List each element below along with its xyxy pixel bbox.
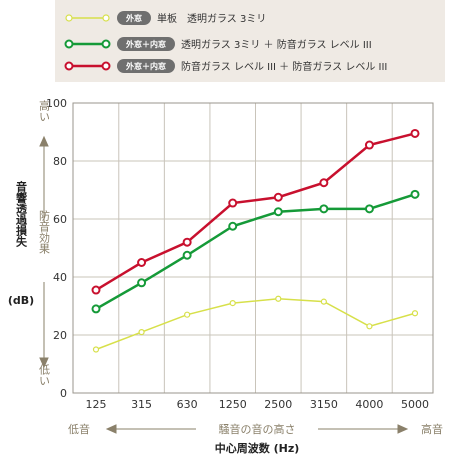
y-high-label: 高い [38, 99, 51, 122]
legend-swatch-marker [64, 39, 74, 49]
data-point [364, 204, 374, 214]
x-tick-label: 2500 [264, 398, 292, 411]
data-point [228, 198, 238, 208]
legend-label: 防音ガラス レベル III ＋ 防音ガラス レベル III [181, 60, 387, 73]
legend-swatch-marker [101, 39, 111, 49]
x-ticks: 125 315 630 1250 2500 3150 4000 5000 [86, 398, 430, 411]
series-line [95, 297, 416, 351]
data-point [182, 237, 192, 247]
x-tick-label: 630 [177, 398, 198, 411]
data-point [273, 207, 283, 217]
y-tick-label: 20 [53, 329, 67, 342]
data-point [366, 323, 373, 330]
data-point [92, 346, 100, 353]
data-point [229, 300, 236, 307]
legend-badge [117, 59, 175, 73]
data-point [411, 310, 419, 317]
x-mid-label: 騒音の音の高さ [219, 422, 296, 436]
data-point [410, 189, 420, 199]
x-tick-label: 1250 [219, 398, 247, 411]
y-tick-label: 100 [46, 97, 67, 110]
legend-badge [117, 37, 175, 51]
legend-swatch-marker [102, 14, 110, 22]
y-arrow-up-head [39, 135, 49, 147]
legend-label: 透明ガラス 3ミリ ＋ 防音ガラス レベル III [181, 38, 372, 51]
y-tick-label: 40 [53, 271, 67, 284]
legend-badge-text: 外窓＋内窓 [126, 61, 166, 71]
data-point [138, 329, 145, 336]
legend-badge-text: 外窓 [126, 13, 142, 23]
x-arrow-right-head [397, 424, 409, 434]
y-tick-label: 80 [53, 155, 67, 168]
legend-badge [117, 11, 151, 25]
data-point [275, 295, 282, 302]
x-arrow-left-head [105, 424, 117, 434]
data-point [182, 250, 192, 260]
data-point [137, 278, 147, 288]
data-point [319, 178, 329, 188]
y-tick-label: 60 [53, 213, 67, 226]
x-axis-label: 中心周波数 (Hz) [215, 441, 300, 455]
legend-label: 単板 透明ガラス 3ミリ [157, 12, 266, 25]
y-effect-label: 防音効果 [38, 209, 51, 255]
grid [73, 102, 433, 394]
y-ticks: 0 20 40 60 80 100 [46, 97, 67, 400]
data-point [319, 204, 329, 214]
x-tick-label: 5000 [401, 398, 429, 411]
x-tick-label: 315 [131, 398, 152, 411]
y-low-label: 低い [38, 364, 51, 386]
series-line [95, 132, 416, 292]
y-arrow-down-head [39, 357, 49, 369]
legend-swatch-marker [65, 14, 73, 22]
x-low-label: 低音 [68, 422, 90, 436]
y-axis-label: 音響透過損失 [15, 180, 29, 248]
legend-swatch-marker [64, 61, 74, 71]
data-point [184, 311, 191, 318]
y-axis-unit: (dB) [8, 294, 34, 307]
data-point [273, 192, 283, 202]
x-tick-label: 125 [86, 398, 107, 411]
legend-swatch-marker [101, 61, 111, 71]
plot-frame [72, 102, 434, 394]
y-tick-label: 0 [60, 387, 67, 400]
x-tick-label: 4000 [355, 398, 383, 411]
series-group [91, 128, 420, 353]
legend-badge-text: 外窓＋内窓 [126, 39, 166, 49]
series-line [95, 193, 416, 310]
x-tick-label: 3150 [310, 398, 338, 411]
data-point [364, 140, 374, 150]
data-point [320, 298, 327, 305]
data-point [228, 221, 238, 231]
data-point [91, 304, 101, 314]
data-point [137, 258, 147, 267]
data-point [410, 128, 420, 138]
data-point [91, 285, 101, 295]
x-high-label: 高音 [421, 422, 443, 436]
